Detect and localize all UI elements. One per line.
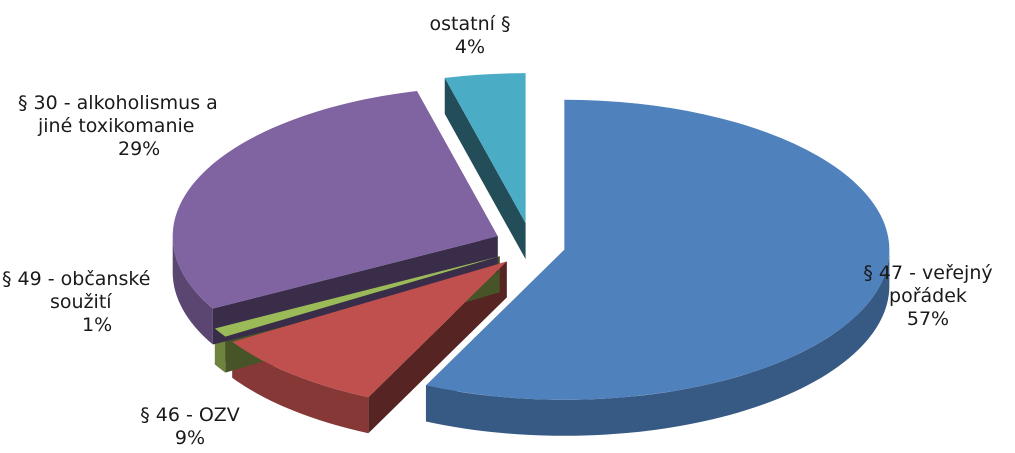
label-line: § 47 - veřejný (863, 262, 993, 284)
percent-label: 29% (118, 138, 161, 160)
slice-rim (425, 249, 890, 436)
percent-label: 1% (82, 314, 113, 336)
slice-rim (172, 236, 213, 345)
label-alkoholismus: § 30 - alkoholismus a jiné toxikomanie 2… (18, 92, 258, 161)
slice-obcanske-souziti-top (214, 256, 500, 337)
percent-label: 4% (454, 36, 486, 58)
label-ozv: § 46 - OZV 9% (120, 404, 260, 450)
label-line: jiné toxikomanie (38, 115, 195, 137)
label-line: § 49 - občanské (2, 268, 151, 290)
slice-alkoholismus-top (172, 90, 498, 309)
percent-label: 57% (906, 308, 950, 330)
slice-wall (444, 77, 526, 260)
slice-ostatni (444, 77, 526, 260)
label-line: § 30 - alkoholismus a (18, 92, 218, 114)
label-line: ostatní § (429, 13, 511, 35)
label-verejny-poradek: § 47 - veřejný pořádek 57% (853, 262, 1003, 331)
percent-label: 9% (174, 427, 206, 449)
slice-ostatni-top (444, 73, 526, 224)
label-ostatni: ostatní § 4% (405, 13, 535, 59)
slice-rim (232, 341, 369, 434)
slice-ozv-top (232, 261, 507, 398)
label-line: pořádek (889, 285, 967, 307)
slice-verejny-poradek-top (425, 99, 890, 400)
label-obcanske-souziti: § 49 - občanské soužití 1% (2, 268, 188, 337)
label-line: soužití (50, 291, 112, 313)
label-line: § 46 - OZV (140, 404, 240, 426)
